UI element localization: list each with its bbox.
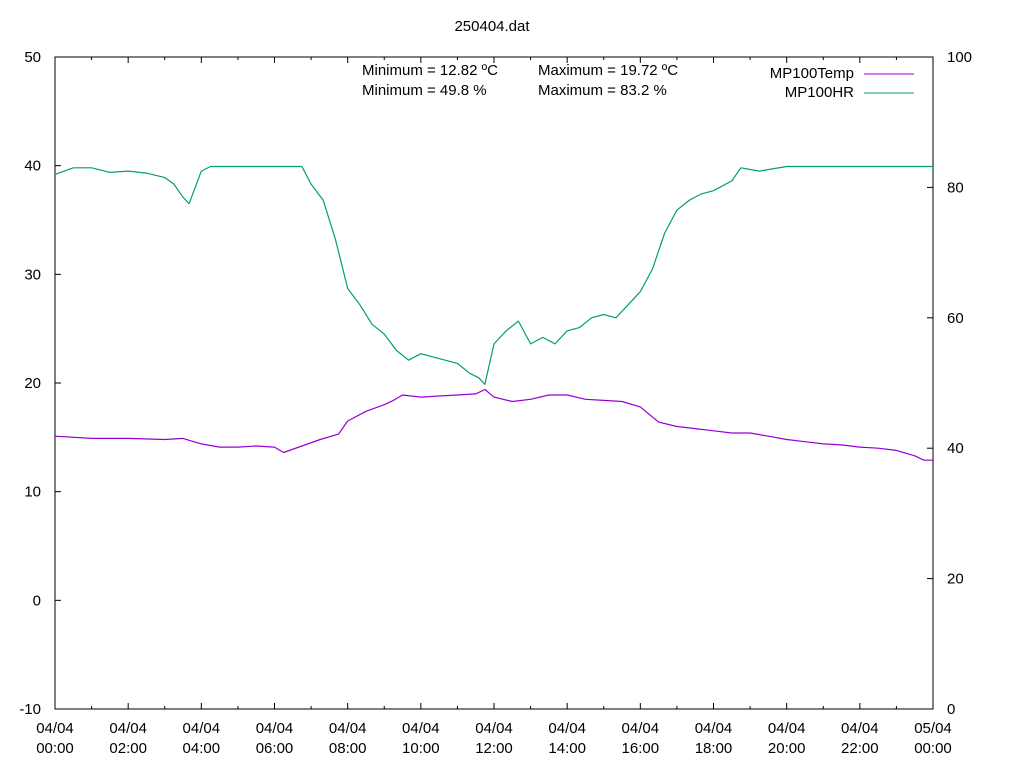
series-line-mp100temp xyxy=(54,388,933,461)
y-left-tick-label: -10 xyxy=(19,701,41,718)
x-tick-label-date: 04/04 xyxy=(183,720,221,737)
x-tick-label-time: 16:00 xyxy=(622,740,660,757)
stat-max-temp: Maximum = 19.72 ºC xyxy=(538,62,678,79)
stat-min-temp: Minimum = 12.82 ºC xyxy=(362,62,498,79)
y-right-tick-label: 60 xyxy=(947,310,964,327)
series-line-mp100hr xyxy=(54,165,933,385)
x-tick-label-time: 10:00 xyxy=(402,740,440,757)
x-tick-label-date: 04/04 xyxy=(36,720,74,737)
x-tick-label-time: 02:00 xyxy=(109,740,147,757)
x-tick-label-time: 14:00 xyxy=(548,740,586,757)
y-right-tick-label: 80 xyxy=(947,179,964,196)
x-tick-label-time: 12:00 xyxy=(475,740,513,757)
stats-annotation: Minimum = 12.82 ºC Maximum = 19.72 ºC Mi… xyxy=(362,62,678,99)
x-tick-label-date: 04/04 xyxy=(695,720,733,737)
x-tick-label-time: 04:00 xyxy=(183,740,221,757)
y-right-tick-label: 40 xyxy=(947,440,964,457)
x-tick-label-time: 06:00 xyxy=(256,740,294,757)
x-tick-label-time: 00:00 xyxy=(36,740,74,757)
chart-title: 250404.dat xyxy=(454,18,530,35)
x-tick-label-date: 05/04 xyxy=(914,720,952,737)
x-tick-label-time: 18:00 xyxy=(695,740,733,757)
legend: MP100Temp MP100HR xyxy=(770,65,914,101)
x-tick-label-time: 22:00 xyxy=(841,740,879,757)
x-tick-label-date: 04/04 xyxy=(548,720,586,737)
x-tick-label-time: 20:00 xyxy=(768,740,806,757)
stat-max-hr: Maximum = 83.2 % xyxy=(538,82,667,99)
x-tick-label-time: 00:00 xyxy=(914,740,952,757)
x-tick-label-date: 04/04 xyxy=(841,720,879,737)
y-right-tick-label: 20 xyxy=(947,571,964,588)
legend-label-temp: MP100Temp xyxy=(770,65,854,82)
stat-min-hr: Minimum = 49.8 % xyxy=(362,82,487,99)
x-tick-label-date: 04/04 xyxy=(475,720,513,737)
x-tick-label-time: 08:00 xyxy=(329,740,367,757)
x-tick-label-date: 04/04 xyxy=(768,720,806,737)
y-right-tick-label: 0 xyxy=(947,701,955,718)
plot-frame xyxy=(54,56,934,710)
legend-label-hr: MP100HR xyxy=(785,84,854,101)
x-tick-label-date: 04/04 xyxy=(109,720,147,737)
x-tick-label-date: 04/04 xyxy=(402,720,440,737)
y-left-tick-label: 40 xyxy=(24,158,41,175)
y-right-tick-label: 100 xyxy=(947,49,972,66)
x-tick-label-date: 04/04 xyxy=(622,720,660,737)
y-left-tick-label: 30 xyxy=(24,266,41,283)
x-tick-label-date: 04/04 xyxy=(329,720,367,737)
y-left-tick-label: 0 xyxy=(33,592,41,609)
x-tick-label-date: 04/04 xyxy=(256,720,294,737)
y-left-tick-label: 50 xyxy=(24,49,41,66)
y-left-tick-label: 20 xyxy=(24,375,41,392)
y-left-tick-label: 10 xyxy=(24,484,41,501)
